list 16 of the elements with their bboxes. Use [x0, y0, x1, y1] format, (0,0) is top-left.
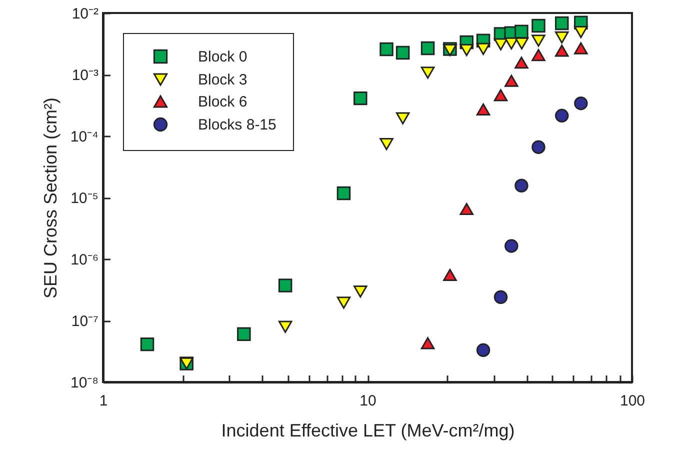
- legend-label: Blocks 8-15: [198, 116, 276, 134]
- y-tick-label: 10⁻³: [72, 67, 98, 84]
- x-tick-label: 1: [99, 392, 108, 410]
- x-tick-label: 10: [360, 392, 376, 410]
- legend-label: Block 3: [198, 72, 248, 88]
- x-tick-label: 100: [620, 392, 646, 410]
- legend-label: Block 6: [198, 94, 248, 110]
- x-axis-title: Incident Effective LET (MeV-cm²/mg): [221, 420, 515, 440]
- y-tick-label: 10⁻⁵: [70, 190, 98, 207]
- y-tick-label: 10⁻⁷: [71, 313, 98, 330]
- y-tick-label: 10⁻²: [72, 6, 98, 22]
- y-tick-label: 10⁻⁴: [70, 128, 98, 146]
- y-axis-title: SEU Cross Section (cm²): [40, 97, 60, 299]
- y-tick-label: 10⁻⁸: [70, 374, 98, 392]
- y-tick-label: 10⁻⁶: [70, 252, 98, 268]
- legend-label: Block 0: [198, 48, 248, 66]
